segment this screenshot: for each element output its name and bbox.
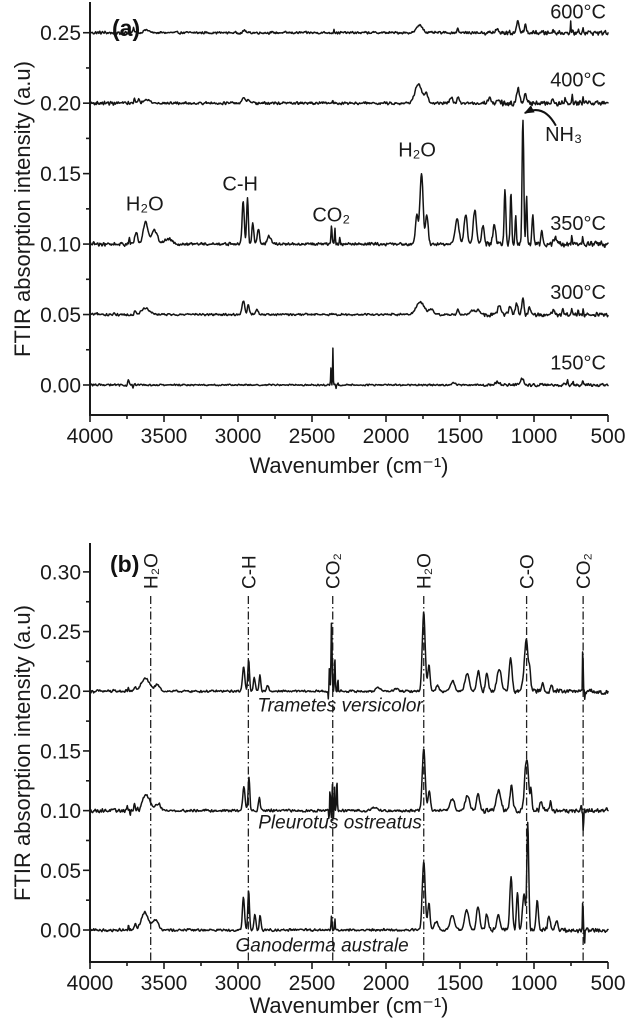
spectrum-350C — [89, 119, 609, 248]
y-tick-label: 0.05 — [40, 304, 81, 327]
peak-annotation: NH₃ — [545, 124, 582, 146]
temperature-label: 350°C — [550, 213, 606, 235]
x-tick-label: 2000 — [363, 972, 410, 995]
y-tick-label: 0.25 — [40, 22, 81, 45]
y-tick-label: 0.00 — [40, 920, 81, 943]
panel-b-y-axis-title: FTIR absorption intensity (a.u) — [10, 605, 35, 901]
panel-b-chart: (b) Wavenumber (cm⁻¹) FTIR absorption in… — [10, 543, 626, 1018]
y-tick-label: 0.25 — [40, 621, 81, 644]
y-tick-label: 0.05 — [40, 860, 81, 883]
x-tick-label: 1500 — [437, 425, 484, 448]
spectrum-150C — [89, 347, 609, 390]
species-label: Ganoderma australe — [235, 936, 408, 957]
y-tick-label: 0.00 — [40, 374, 81, 397]
x-tick-label: 4000 — [67, 425, 114, 448]
y-tick-label: 0.10 — [40, 234, 81, 257]
x-tick-label: 1500 — [437, 972, 484, 995]
spectrum-trametes-versicolor — [89, 611, 609, 701]
y-tick-label: 0.10 — [40, 800, 81, 823]
x-tick-label: 4000 — [67, 972, 114, 995]
spectrum-300C — [89, 297, 609, 318]
species-label: Pleurotus ostreatus — [258, 813, 422, 834]
x-tick-label: 1000 — [511, 972, 558, 995]
x-tick-label: 3500 — [141, 972, 188, 995]
x-tick-label: 2000 — [363, 425, 410, 448]
reference-line-label: H₂O — [142, 553, 163, 589]
x-tick-label: 500 — [590, 425, 625, 448]
temperature-label: 300°C — [550, 282, 606, 304]
peak-annotation: H₂O — [398, 140, 436, 162]
temperature-label: 600°C — [550, 2, 606, 24]
reference-line-label: H₂O — [415, 553, 436, 589]
reference-line-label: C-O — [518, 554, 539, 589]
x-tick-label: 2500 — [289, 425, 336, 448]
panel-b-letter: (b) — [110, 551, 139, 577]
spectrum-400C — [89, 83, 609, 107]
x-tick-label: 3500 — [141, 425, 188, 448]
spectrum-ganoderma-australe — [89, 821, 609, 944]
x-tick-label: 1000 — [511, 425, 558, 448]
y-tick-label: 0.30 — [40, 561, 81, 584]
temperature-label: 150°C — [550, 353, 606, 375]
y-tick-label: 0.20 — [40, 93, 81, 116]
x-tick-label: 3000 — [215, 425, 262, 448]
panel-a-x-axis-title: Wavenumber (cm⁻¹) — [249, 453, 448, 478]
x-tick-label: 3000 — [215, 972, 262, 995]
nh3-pointer-arrow — [523, 105, 557, 127]
panel-a-letter: (a) — [112, 15, 140, 41]
reference-line-label: CO₂ — [324, 553, 345, 589]
axes — [89, 543, 608, 963]
peak-annotation: CO₂ — [312, 205, 350, 227]
reference-line-label: C-H — [239, 555, 260, 589]
x-tick-label: 500 — [590, 972, 625, 995]
y-tick-label: 0.15 — [40, 163, 81, 186]
y-tick-label: 0.15 — [40, 740, 81, 763]
temperature-label: 400°C — [550, 69, 606, 91]
panel-a-y-axis-title: FTIR absorption intensity (a.u) — [10, 61, 35, 357]
spectrum-600C — [89, 19, 609, 37]
peak-annotation: C-H — [222, 174, 258, 196]
y-tick-label: 0.20 — [40, 681, 81, 704]
panel-b-x-axis-title: Wavenumber (cm⁻¹) — [249, 993, 448, 1018]
peak-annotation: H₂O — [126, 193, 164, 215]
species-label: Trametes versicolor — [257, 696, 423, 717]
x-tick-label: 2500 — [289, 972, 336, 995]
reference-line-label: CO₂ — [574, 553, 595, 589]
panel-a-chart: (a) Wavenumber (cm⁻¹) FTIR absorption in… — [10, 2, 626, 478]
spectrum-pleurotus-ostreatus — [89, 748, 609, 832]
